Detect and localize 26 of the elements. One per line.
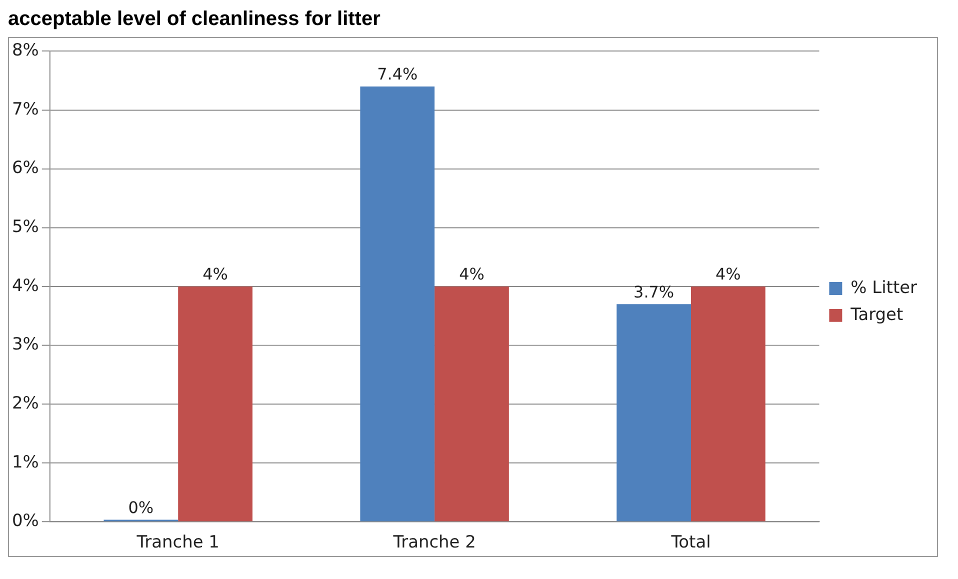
y-tick-label: 8% [12, 40, 39, 60]
data-label: 3.7% [634, 282, 674, 302]
chart-title: acceptable level of cleanliness for litter [8, 8, 382, 31]
y-tick-label: 4% [12, 274, 39, 295]
data-label: 4% [459, 264, 484, 284]
y-tick-label: 7% [12, 98, 39, 118]
data-label: 4% [202, 264, 228, 284]
bar [360, 86, 435, 522]
legend-label: % Litter [850, 276, 918, 297]
bar [616, 304, 691, 522]
y-tick-label: 1% [12, 451, 39, 472]
y-tick-label: 5% [12, 216, 39, 236]
bar [691, 286, 766, 522]
y-tick-label: 0% [12, 510, 39, 530]
data-label: 4% [716, 264, 741, 284]
y-tick-label: 3% [12, 334, 39, 354]
bar [178, 286, 252, 522]
bar [434, 286, 509, 522]
y-tick-label: 6% [12, 157, 39, 178]
x-tick-label: Tranche 1 [136, 531, 220, 552]
legend-label: Target [850, 304, 904, 324]
x-tick-label: Total [670, 531, 711, 552]
x-tick-label: Tranche 2 [392, 531, 476, 552]
y-tick-label: 2% [12, 392, 39, 412]
data-label: 7.4% [377, 64, 418, 84]
data-label: 0% [128, 498, 154, 517]
